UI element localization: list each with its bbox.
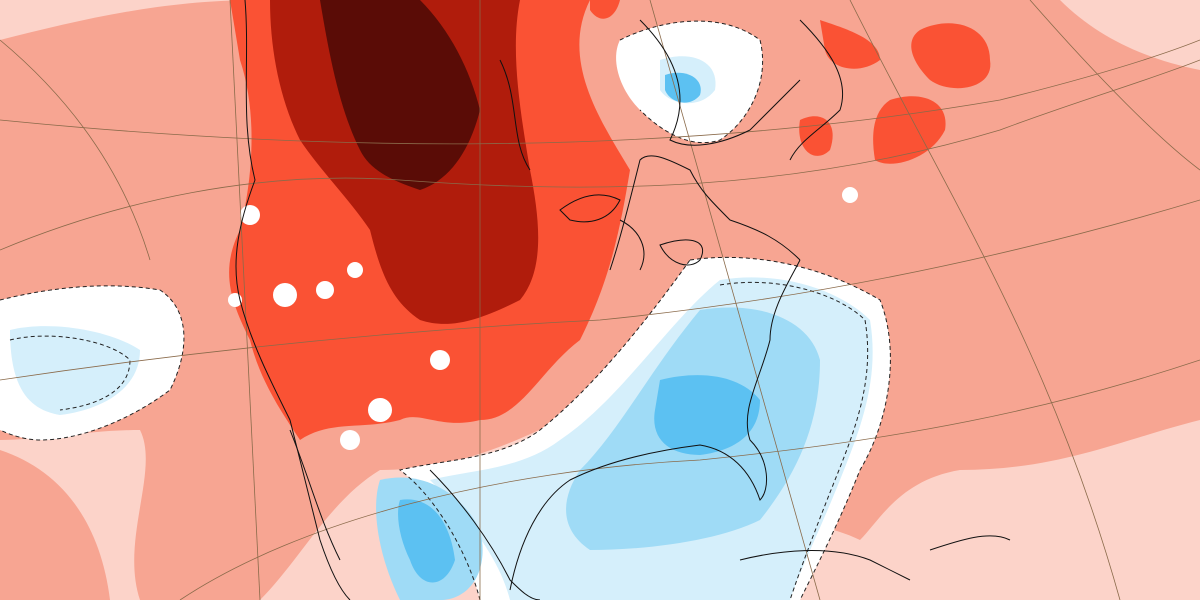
coastlines <box>235 0 1011 600</box>
dashed-contours <box>0 20 891 600</box>
